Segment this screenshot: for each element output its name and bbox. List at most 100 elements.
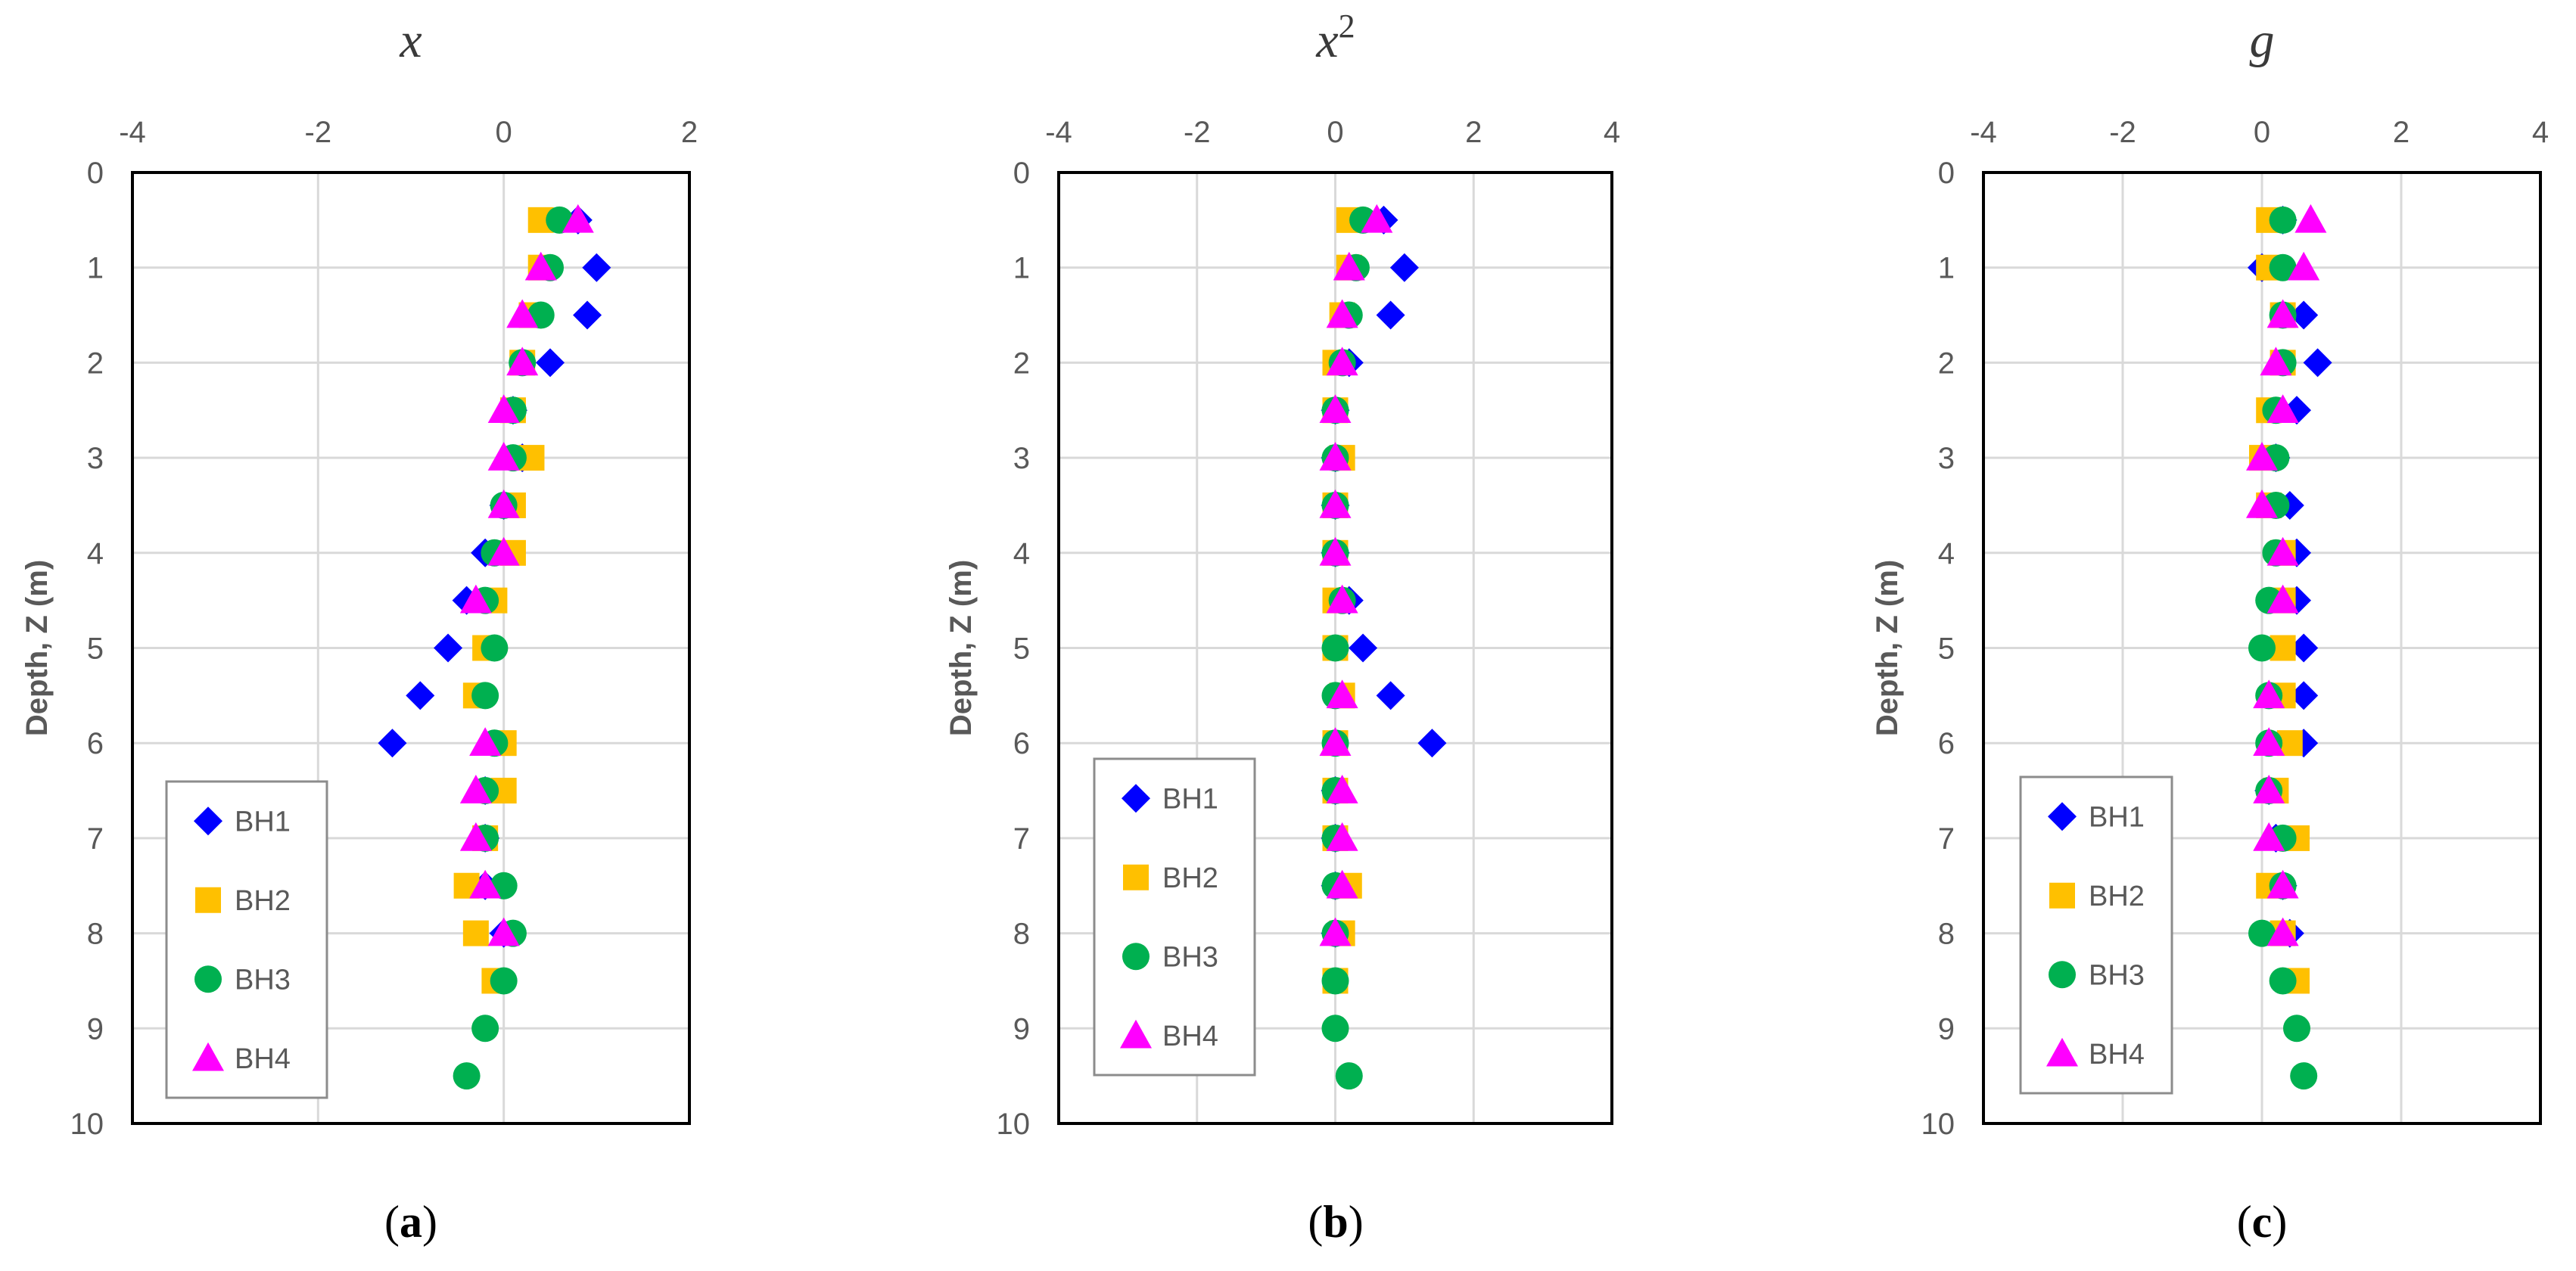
- data-point-BH3: [1321, 967, 1349, 995]
- data-point-BH4: [2266, 869, 2299, 899]
- data-point-BH4: [1319, 442, 1352, 471]
- data-point-BH4: [1319, 536, 1352, 566]
- data-point-BH4: [459, 822, 492, 851]
- legend: BH1 BH2 BH3 BH4: [2019, 775, 2173, 1095]
- data-point-BH3: [2269, 206, 2297, 234]
- y-axis-label: Depth, Z (m): [944, 560, 978, 736]
- legend-label: BH3: [2089, 959, 2145, 991]
- data-point-BH4: [2266, 299, 2299, 328]
- data-point-BH4: [506, 299, 539, 328]
- data-point-BH4: [2266, 584, 2299, 614]
- data-point-BH3: [1335, 1062, 1363, 1090]
- data-point-BH4: [1326, 679, 1358, 709]
- x-tick-label: 0: [2254, 116, 2270, 149]
- y-tick-label: 8: [1013, 918, 1030, 951]
- panel-caption: (b): [1308, 1197, 1363, 1247]
- data-point-BH4: [1319, 394, 1352, 424]
- legend-marker-BH4: [1120, 1019, 1152, 1049]
- y-tick-label: 6: [1938, 727, 1955, 760]
- y-tick-label: 2: [1013, 346, 1030, 380]
- legend-label: BH4: [235, 1043, 291, 1075]
- legend-label: BH1: [235, 806, 291, 837]
- y-tick-label: 9: [87, 1012, 104, 1046]
- x-tick-label: -2: [1184, 116, 1211, 149]
- data-point-BH4: [2246, 442, 2278, 471]
- data-point-BH4: [487, 442, 520, 471]
- y-tick-label: 1: [1013, 252, 1030, 285]
- y-tick-label: 4: [87, 537, 104, 570]
- legend-box: [165, 780, 328, 1099]
- data-point-BH4: [562, 204, 594, 233]
- y-tick-label: 5: [87, 632, 104, 666]
- data-point-BH4: [2266, 917, 2299, 946]
- x-tick-label: -4: [1970, 116, 1997, 149]
- data-point-BH3: [490, 967, 518, 995]
- series-BH4: [459, 204, 594, 946]
- y-tick-label: 2: [87, 346, 104, 380]
- data-point-BH4: [1326, 775, 1358, 803]
- data-point-BH1: [434, 633, 463, 663]
- panel-caption: (c): [2237, 1197, 2288, 1247]
- data-point-BH1: [536, 348, 565, 378]
- data-point-BH3: [2290, 1062, 2318, 1090]
- data-point-BH4: [1326, 584, 1358, 614]
- data-point-BH4: [1319, 917, 1352, 946]
- y-tick-label: 9: [1013, 1012, 1030, 1046]
- x-tick-label: 2: [2393, 116, 2410, 149]
- data-point-BH1: [2303, 348, 2332, 378]
- legend-marker-BH1: [2048, 802, 2077, 831]
- legend-label: BH2: [235, 885, 291, 917]
- y-tick-label: 3: [1013, 442, 1030, 475]
- y-tick-label: 3: [87, 442, 104, 475]
- data-point-BH1: [2289, 300, 2319, 330]
- data-point-BH1: [2289, 681, 2319, 710]
- data-point-BH4: [487, 394, 520, 424]
- legend-marker-BH4: [2046, 1037, 2078, 1067]
- data-point-BH4: [1333, 251, 1365, 281]
- data-point-BH4: [506, 346, 539, 376]
- legend: BH1 BH2 BH3 BH4: [1093, 757, 1256, 1077]
- y-tick-label: 3: [1938, 442, 1955, 475]
- data-point-BH1: [406, 681, 435, 710]
- legend-marker-BH2: [2049, 882, 2075, 909]
- plot-frame: [1057, 171, 1613, 1125]
- data-point-BH3: [2269, 253, 2297, 281]
- x-tick-label: -2: [305, 116, 332, 149]
- y-axis-label: Depth, Z (m): [1871, 560, 1904, 736]
- data-point-BH3: [471, 682, 499, 710]
- y-tick-label: 7: [1938, 822, 1955, 856]
- data-point-BH4: [2288, 251, 2320, 281]
- legend-marker-BH1: [1122, 784, 1150, 813]
- data-point-BH4: [1326, 346, 1358, 376]
- y-tick-label: 1: [1938, 252, 1955, 285]
- data-point-BH1: [1376, 681, 1405, 710]
- y-tick-label: 0: [1013, 157, 1030, 190]
- legend-label: BH2: [2089, 881, 2145, 912]
- y-tick-label: 4: [1938, 537, 1955, 570]
- legend-marker-BH3: [1122, 943, 1150, 971]
- data-point-BH1: [582, 253, 611, 282]
- legend-label: BH1: [1162, 783, 1218, 815]
- legend-marker-BH2: [1123, 864, 1149, 890]
- legend-box: [1093, 757, 1256, 1077]
- x-tick-label: 2: [1465, 116, 1482, 149]
- legend-label: BH4: [1162, 1021, 1218, 1052]
- legend-label: BH2: [1162, 862, 1218, 894]
- data-point-BH1: [1417, 729, 1447, 758]
- panel-title: g: [2250, 13, 2275, 68]
- data-point-BH3: [2269, 967, 2297, 995]
- y-tick-label: 0: [87, 157, 104, 190]
- y-tick-label: 5: [1013, 632, 1030, 666]
- data-point-BH3: [2248, 919, 2276, 947]
- data-point-BH1: [1349, 633, 1378, 663]
- data-point-BH4: [469, 727, 502, 756]
- x-tick-label: 0: [496, 116, 512, 149]
- data-point-BH4: [2253, 727, 2285, 756]
- data-point-BH1: [1389, 253, 1419, 282]
- legend-marker-BH3: [2049, 961, 2076, 989]
- panel-title: x2: [1315, 8, 1355, 68]
- y-tick-label: 6: [87, 727, 104, 760]
- data-point-BH3: [453, 1062, 481, 1090]
- data-point-BH4: [1326, 299, 1358, 328]
